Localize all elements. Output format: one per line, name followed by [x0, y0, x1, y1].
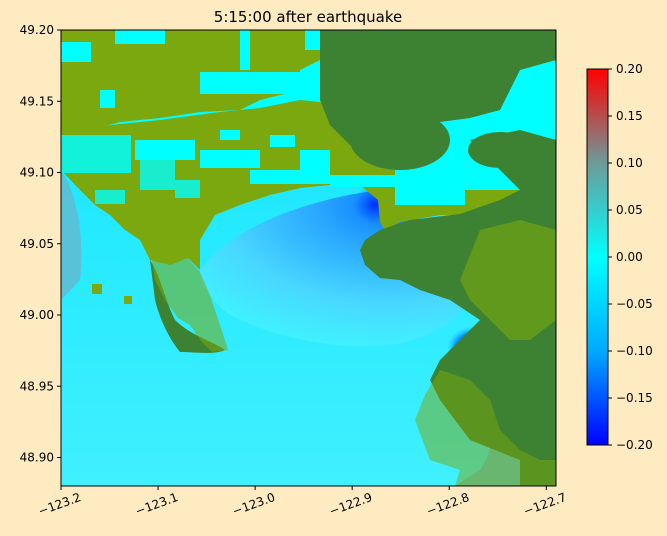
north-water-patch-3 [100, 90, 115, 108]
islet-2 [124, 296, 132, 304]
north-water-patch-4 [200, 72, 310, 94]
delta-channels [61, 130, 535, 205]
east-upland [360, 130, 556, 486]
north-water-patch-5 [240, 30, 250, 70]
northeast-hill [350, 110, 450, 170]
x-axis-ticks: −123.2 −123.1 −123.0 −122.9 −122.8 −122.7 [36, 486, 568, 518]
colorbar-tick-label: 0.05 [616, 203, 643, 217]
colorbar-tick-label: 0.00 [616, 250, 643, 264]
east-upland-olive [460, 220, 556, 340]
west-edge-anomaly [61, 170, 82, 300]
colorbar-tick-label: 0.15 [616, 109, 643, 123]
y-tick-label: 49.15 [20, 94, 54, 108]
colorbar-tick-label: −0.05 [616, 297, 653, 311]
point-roberts-edge [150, 250, 228, 352]
plot-area [61, 30, 556, 486]
axes-frame [60, 29, 557, 487]
colorbar-tick-label: −0.20 [616, 438, 653, 452]
south-land-olive [415, 370, 556, 486]
north-water-patch-1 [61, 42, 91, 62]
y-tick-label: 48.95 [20, 379, 54, 393]
x-tick-label: −123.1 [133, 490, 180, 518]
x-tick-label: −122.7 [522, 490, 569, 518]
colorbar-tick-label: 0.10 [616, 156, 643, 170]
x-tick-label: −122.8 [425, 490, 472, 518]
y-tick-label: 49.10 [20, 166, 54, 180]
y-tick-label: 49.05 [20, 237, 54, 251]
point-roberts-land [150, 260, 225, 353]
north-shore-land [61, 30, 320, 135]
colorbar [586, 68, 609, 446]
y-tick-label: 49.00 [20, 308, 54, 322]
colorbar-tick-label: −0.10 [616, 344, 653, 358]
x-tick-label: −123.0 [230, 490, 277, 518]
islet-1 [92, 284, 102, 294]
northeast-lake [468, 132, 532, 168]
y-tick-label: 49.20 [20, 23, 54, 37]
colorbar-tick-label: 0.20 [616, 62, 643, 76]
colorbar-tick-label: −0.15 [616, 391, 653, 405]
x-tick-label: −122.9 [328, 490, 375, 518]
y-tick-label: 48.90 [20, 451, 54, 465]
north-water-patch-2 [115, 30, 165, 44]
colorbar-ticks: −0.20 −0.15 −0.10 −0.05 0.00 0.05 0.10 0.15 0.20 [608, 62, 653, 452]
x-tick-label: −123.2 [36, 490, 83, 518]
y-axis-ticks: 48.90 48.95 49.00 49.05 49.10 49.15 49.20 [20, 23, 61, 465]
chart-title: 5:15:00 after earthquake [214, 8, 402, 26]
